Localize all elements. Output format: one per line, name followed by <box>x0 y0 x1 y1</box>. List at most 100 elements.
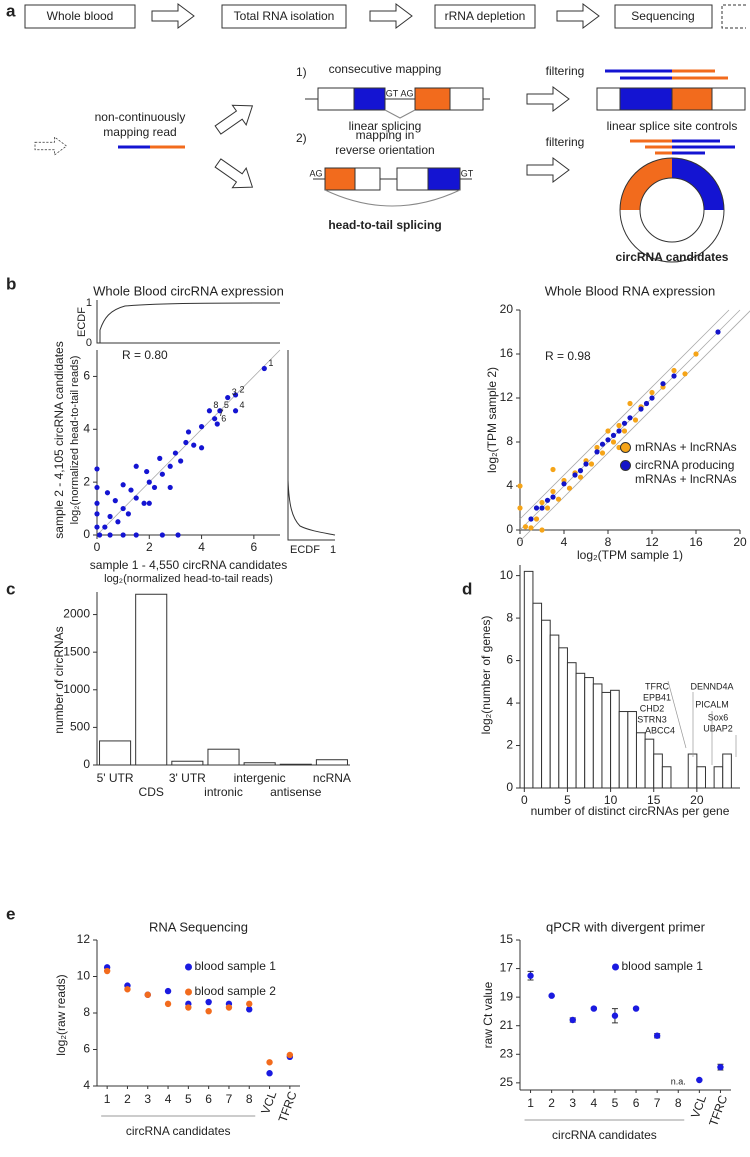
bar <box>713 766 724 789</box>
point <box>621 428 628 434</box>
arrow <box>151 3 195 29</box>
legend-label: mRNAs + lncRNAs <box>635 440 737 454</box>
point <box>246 1000 253 1008</box>
point <box>141 500 147 506</box>
step-label: Sequencing <box>631 9 694 23</box>
point <box>146 500 152 506</box>
arrow <box>214 158 254 189</box>
step-label: Whole blood <box>47 9 114 23</box>
y-tick-label: 10 <box>77 969 91 983</box>
y-tick-label: 8 <box>506 610 513 624</box>
point <box>671 367 677 374</box>
bar <box>575 672 586 789</box>
circ-outer <box>619 157 725 263</box>
point <box>151 484 158 491</box>
y-axis-label: log₂(TPM sample 2) <box>485 367 499 473</box>
point <box>517 483 523 489</box>
point <box>102 524 108 530</box>
x-tick-label: 4 <box>198 540 205 554</box>
point <box>225 394 231 401</box>
ecdf-tick-label: 0 <box>86 337 92 349</box>
y-tick-label: 17 <box>500 961 514 975</box>
point <box>144 991 151 998</box>
point <box>212 416 218 422</box>
bar <box>566 662 577 789</box>
ecdf-tick-label: 1 <box>330 544 336 556</box>
x-axis-label: sample 1 - 4,550 circRNA candidates <box>90 558 287 572</box>
point-label: 3 <box>232 387 237 397</box>
step-box <box>221 4 347 29</box>
point <box>103 967 111 975</box>
x-tick-label: 20 <box>690 793 704 807</box>
chart-title: RNA Sequencing <box>149 919 248 934</box>
point <box>159 471 165 477</box>
point <box>599 441 606 447</box>
point <box>621 420 628 426</box>
x-axis-label: log₂(TPM sample 1) <box>577 548 683 562</box>
x-tick-label: CDS <box>139 785 164 799</box>
chart-title: qPCR with divergent primer <box>546 919 706 934</box>
y-tick-label: 1500 <box>63 644 90 658</box>
splice-arc <box>324 189 461 207</box>
point <box>198 445 205 451</box>
bar <box>279 763 312 766</box>
point <box>653 1032 661 1039</box>
x-tick-label: 0 <box>521 793 528 807</box>
point <box>167 463 173 469</box>
y-tick-label: 10 <box>500 568 514 582</box>
x-tick-label: 6 <box>633 1096 640 1110</box>
leader-line <box>667 680 687 749</box>
point <box>610 432 617 438</box>
continuation-box <box>721 4 746 29</box>
legend-label: blood sample 1 <box>195 959 277 973</box>
y-axis-label: log₂(number of genes) <box>479 616 493 735</box>
y-tick-label: 1000 <box>63 682 90 696</box>
arrow <box>526 86 570 112</box>
point <box>133 495 139 501</box>
bar <box>601 691 612 789</box>
bar <box>135 593 168 766</box>
point <box>183 439 189 446</box>
point <box>232 392 239 398</box>
result-label: linear splice site controls <box>607 119 738 133</box>
point <box>225 1004 233 1011</box>
arrow <box>214 104 254 135</box>
exon <box>354 167 381 191</box>
dashed-arrow <box>34 136 68 156</box>
bar <box>592 683 603 789</box>
x-tick-label: 12 <box>645 535 659 549</box>
exon <box>396 167 429 191</box>
point <box>205 998 212 1006</box>
route-title: mapping in <box>356 128 415 142</box>
legend-marker <box>612 963 619 971</box>
point <box>120 532 126 538</box>
y-tick-label: 2 <box>506 738 513 752</box>
x-tick-label: VCL <box>258 1089 279 1116</box>
gene-label: ABCC4 <box>645 725 675 735</box>
point <box>533 516 540 522</box>
bar <box>99 740 132 766</box>
legend-marker <box>620 442 631 453</box>
arrow <box>556 3 600 29</box>
point <box>583 461 589 467</box>
bar <box>171 760 204 766</box>
splice-site: AG <box>309 168 322 178</box>
point <box>120 482 126 488</box>
ecdf-label: ECDF <box>76 307 88 337</box>
point <box>522 524 529 530</box>
step-box <box>24 4 136 29</box>
route-number: 1) <box>296 65 307 79</box>
point <box>198 424 205 430</box>
x-tick-label: 3' UTR <box>169 771 206 785</box>
point <box>599 450 606 456</box>
y-tick-label: 8 <box>83 1005 90 1019</box>
point <box>616 428 622 434</box>
point <box>696 1076 703 1084</box>
annotation: R = 0.98 <box>545 349 591 363</box>
point <box>120 505 126 512</box>
legend-label: circRNA producing mRNAs + lncRNAs <box>635 458 737 486</box>
exon <box>414 87 451 111</box>
y-tick-label: 23 <box>500 1046 514 1060</box>
